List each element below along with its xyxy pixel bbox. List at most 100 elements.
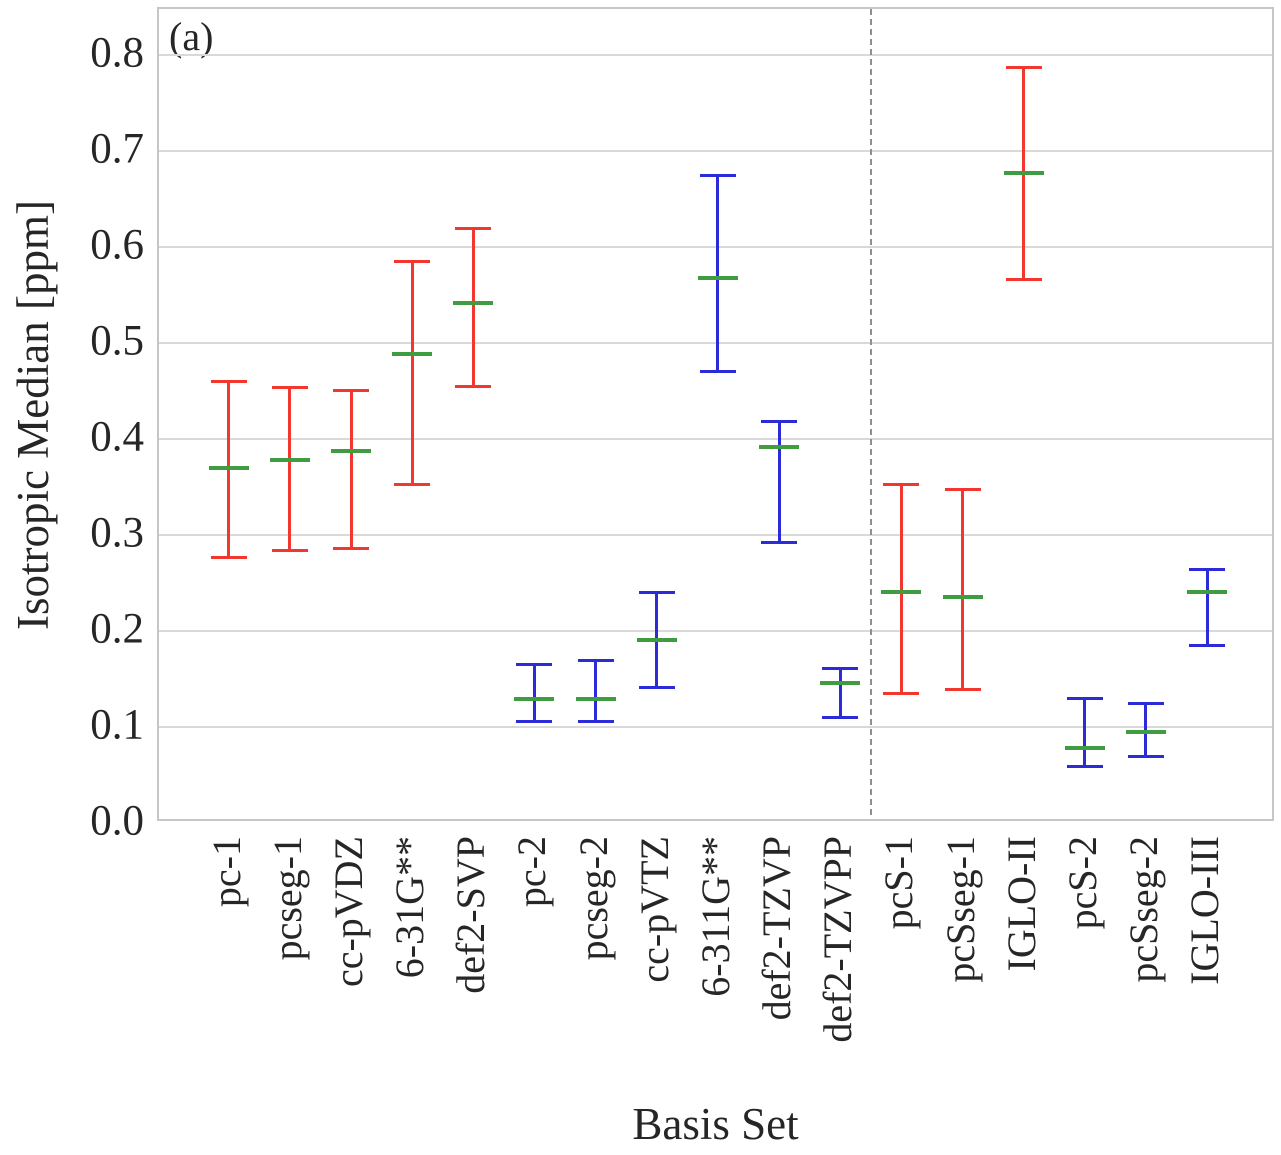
- errorbar-stem: [716, 175, 720, 372]
- errorbar-cap-bottom: [822, 715, 859, 719]
- errorbar-cap-bottom: [761, 541, 798, 545]
- errorbar-cap-top: [271, 385, 308, 389]
- errorbar-cap-bottom: [516, 719, 553, 723]
- y-tick-0.0: 0.0: [90, 797, 144, 845]
- y-tick-0.3: 0.3: [90, 509, 144, 557]
- median-marker: [453, 300, 494, 305]
- median-marker: [1125, 729, 1166, 734]
- errorbar-cap-top: [944, 488, 981, 492]
- errorbar-stem: [471, 228, 475, 387]
- median-marker: [881, 589, 922, 594]
- panel-label: (a): [169, 14, 214, 59]
- errorbar-cap-top: [761, 420, 798, 424]
- y-tick-0.4: 0.4: [90, 413, 144, 461]
- x-tick-pcSseg-2: pcSseg-2: [1120, 836, 1166, 983]
- y-tick-0.5: 0.5: [90, 317, 144, 365]
- median-marker: [331, 449, 371, 454]
- x-tick-6-31G**: 6-31G**: [387, 836, 433, 979]
- gridline-0.2: [159, 630, 1272, 632]
- median-marker: [759, 444, 800, 449]
- errorbar-cap-top: [1189, 568, 1226, 572]
- median-marker: [942, 595, 983, 600]
- median-marker: [1003, 171, 1044, 176]
- errorbar-cap-top: [577, 659, 614, 663]
- errorbar-cap-bottom: [333, 546, 369, 550]
- y-tick-0.2: 0.2: [90, 605, 144, 653]
- x-tick-6-311G**: 6-311G**: [692, 836, 738, 997]
- errorbar-cap-bottom: [699, 370, 736, 374]
- median-marker: [636, 637, 677, 642]
- median-marker: [208, 465, 249, 470]
- errorbar-stem: [838, 668, 842, 718]
- x-tick-cc-pVDZ: cc-pVDZ: [326, 836, 371, 988]
- y-tick-0.8: 0.8: [90, 29, 144, 77]
- errorbar-cap-top: [455, 227, 492, 231]
- errorbar-cap-top: [394, 259, 431, 263]
- errorbar-stem: [410, 261, 414, 485]
- gridline-0.4: [159, 438, 1272, 440]
- errorbar-cap-top: [210, 379, 247, 383]
- x-tick-def2-SVP: def2-SVP: [448, 836, 494, 994]
- errorbar-stem: [899, 484, 903, 694]
- errorbar-cap-bottom: [883, 691, 920, 695]
- x-axis-title: Basis Set: [632, 1099, 799, 1149]
- x-tick-pcseg-2: pcseg-2: [570, 836, 616, 961]
- errorbar-stem: [532, 664, 536, 722]
- errorbar-cap-bottom: [210, 555, 247, 559]
- errorbar-stem: [1083, 698, 1087, 767]
- errorbar-stem: [961, 489, 964, 690]
- errorbar-cap-top: [638, 591, 675, 595]
- median-marker: [820, 680, 861, 685]
- x-tick-def2-TZVPP: def2-TZVPP: [815, 836, 861, 1043]
- errorbar-cap-top: [1066, 696, 1103, 700]
- x-tick-pcSseg-1: pcSseg-1: [937, 836, 983, 983]
- errorbar-stem: [777, 421, 781, 543]
- median-marker: [269, 458, 310, 463]
- x-tick-IGLO-II: IGLO-II: [998, 836, 1044, 972]
- errorbar-cap-top: [516, 663, 553, 667]
- errorbar-cap-top: [333, 388, 369, 392]
- errorbar-cap-top: [822, 666, 859, 670]
- errorbar-cap-bottom: [455, 384, 492, 388]
- x-tick-def2-TZVP: def2-TZVP: [754, 836, 800, 1021]
- errorbar-cap-top: [699, 174, 736, 178]
- errorbar-stem: [1205, 569, 1209, 646]
- median-marker: [1064, 746, 1105, 751]
- errorbar-cap-bottom: [1066, 764, 1103, 768]
- x-tick-pcS-1: pcS-1: [876, 836, 922, 930]
- x-tick-pc-1: pc-1: [203, 836, 249, 908]
- median-marker: [514, 697, 555, 702]
- errorbar-cap-top: [883, 482, 920, 486]
- y-tick-0.1: 0.1: [90, 701, 144, 749]
- errorbar-cap-bottom: [1127, 755, 1164, 759]
- x-tick-pcS-2: pcS-2: [1059, 836, 1105, 930]
- median-marker: [575, 697, 616, 702]
- x-tick-pcseg-1: pcseg-1: [264, 836, 310, 961]
- errorbar-cap-bottom: [577, 719, 614, 723]
- gridline-0.8: [159, 54, 1272, 56]
- group-divider: [869, 9, 872, 819]
- errorbar-cap-bottom: [1005, 278, 1042, 282]
- errorbar-cap-top: [1005, 65, 1042, 69]
- x-tick-pc-2: pc-2: [509, 836, 555, 908]
- median-marker: [1187, 589, 1228, 594]
- plot-area: (a): [157, 7, 1274, 821]
- errorbar-cap-bottom: [1189, 643, 1226, 647]
- errorbar-cap-bottom: [271, 548, 308, 552]
- errorbar-cap-bottom: [638, 686, 675, 690]
- gridline-0.6: [159, 246, 1272, 248]
- x-tick-cc-pVTZ: cc-pVTZ: [631, 836, 677, 983]
- errorbar-cap-bottom: [944, 688, 981, 692]
- gridline-0.5: [159, 342, 1272, 344]
- errorbar-stem: [349, 390, 353, 549]
- y-tick-0.6: 0.6: [90, 221, 144, 269]
- gridline-0.7: [159, 150, 1272, 152]
- errorbar-stem: [594, 660, 598, 722]
- median-marker: [392, 351, 433, 356]
- median-marker: [697, 275, 738, 280]
- errorbar-cap-bottom: [394, 482, 431, 486]
- errorbar-stem: [288, 387, 292, 551]
- gridline-0.1: [159, 726, 1272, 728]
- gridline-0.3: [159, 534, 1272, 536]
